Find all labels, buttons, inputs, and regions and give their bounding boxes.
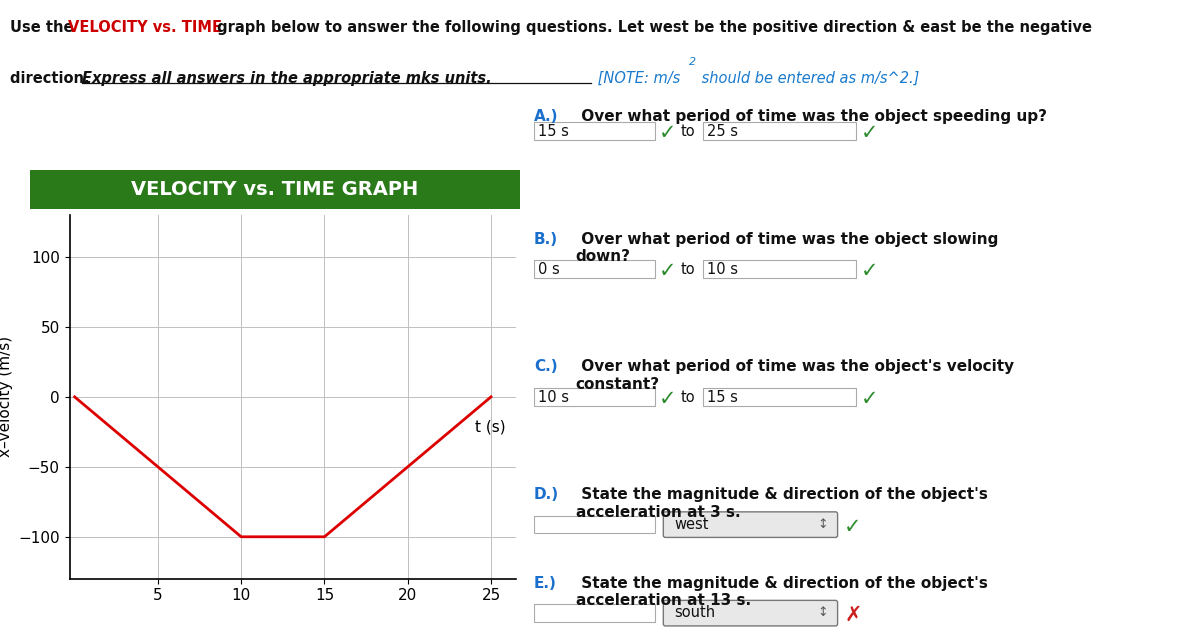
Text: ✗: ✗ bbox=[844, 605, 862, 625]
Text: west: west bbox=[674, 517, 709, 532]
Text: 15 s: 15 s bbox=[539, 125, 569, 139]
Text: ✓: ✓ bbox=[659, 389, 677, 409]
Text: VELOCITY vs. TIME: VELOCITY vs. TIME bbox=[68, 20, 222, 36]
Text: ↕: ↕ bbox=[818, 606, 828, 619]
Text: Express all answers in the appropriate mks units.: Express all answers in the appropriate m… bbox=[82, 71, 492, 86]
FancyBboxPatch shape bbox=[703, 260, 857, 278]
Text: 10 s: 10 s bbox=[707, 262, 738, 277]
Text: to: to bbox=[680, 262, 696, 277]
Text: State the magnitude & direction of the object's
acceleration at 13 s.: State the magnitude & direction of the o… bbox=[576, 576, 988, 608]
FancyBboxPatch shape bbox=[534, 388, 654, 406]
Text: B.): B.) bbox=[534, 232, 558, 247]
FancyBboxPatch shape bbox=[664, 600, 838, 626]
Text: graph below to answer the following questions. Let west be the positive directio: graph below to answer the following ques… bbox=[212, 20, 1092, 36]
Text: Use the: Use the bbox=[10, 20, 79, 36]
FancyBboxPatch shape bbox=[664, 512, 838, 537]
Text: to: to bbox=[680, 390, 696, 405]
Text: ✓: ✓ bbox=[860, 389, 878, 409]
FancyBboxPatch shape bbox=[534, 516, 654, 534]
FancyBboxPatch shape bbox=[703, 122, 857, 140]
Text: ✓: ✓ bbox=[860, 261, 878, 281]
Text: ✓: ✓ bbox=[659, 261, 677, 281]
Text: 25 s: 25 s bbox=[707, 125, 738, 139]
Text: direction.: direction. bbox=[10, 71, 95, 86]
Text: Over what period of time was the object speeding up?: Over what period of time was the object … bbox=[576, 109, 1046, 123]
Text: should be entered as m/s^2.]: should be entered as m/s^2.] bbox=[697, 71, 919, 86]
Y-axis label: x–velocity (m/s): x–velocity (m/s) bbox=[0, 336, 13, 457]
Text: south: south bbox=[674, 605, 715, 620]
Text: VELOCITY vs. TIME GRAPH: VELOCITY vs. TIME GRAPH bbox=[131, 180, 419, 199]
Text: D.): D.) bbox=[534, 487, 559, 502]
Text: t (s): t (s) bbox=[475, 419, 506, 434]
FancyBboxPatch shape bbox=[534, 604, 654, 622]
Text: 15 s: 15 s bbox=[707, 390, 738, 405]
Text: Over what period of time was the object's velocity
constant?: Over what period of time was the object'… bbox=[576, 359, 1014, 392]
FancyBboxPatch shape bbox=[534, 260, 654, 278]
Text: 0 s: 0 s bbox=[539, 262, 560, 277]
Text: [NOTE: m/s: [NOTE: m/s bbox=[593, 71, 680, 86]
Text: 10 s: 10 s bbox=[539, 390, 569, 405]
Text: E.): E.) bbox=[534, 576, 557, 591]
Text: ✓: ✓ bbox=[844, 517, 862, 537]
Text: 2: 2 bbox=[689, 57, 696, 67]
FancyBboxPatch shape bbox=[534, 122, 654, 140]
Text: ✓: ✓ bbox=[860, 123, 878, 143]
Text: ↕: ↕ bbox=[818, 518, 828, 531]
Text: State the magnitude & direction of the object's
acceleration at 3 s.: State the magnitude & direction of the o… bbox=[576, 487, 988, 520]
Text: to: to bbox=[680, 125, 696, 139]
FancyBboxPatch shape bbox=[703, 388, 857, 406]
Text: ✓: ✓ bbox=[659, 123, 677, 143]
Text: C.): C.) bbox=[534, 359, 558, 375]
Text: Over what period of time was the object slowing
down?: Over what period of time was the object … bbox=[576, 232, 998, 264]
Text: A.): A.) bbox=[534, 109, 558, 123]
